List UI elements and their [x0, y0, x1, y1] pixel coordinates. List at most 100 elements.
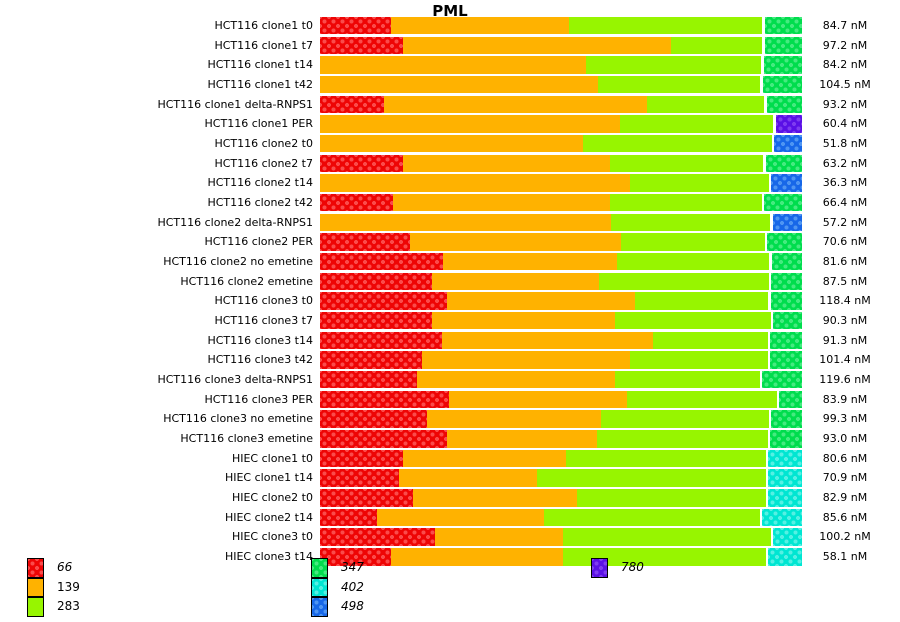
- bar-segment-283: [653, 331, 768, 350]
- stacked-bar: [320, 56, 802, 74]
- row-label: HIEC clone3 t14: [224, 550, 313, 564]
- bar-segment-402: [768, 489, 802, 507]
- bar-segment-139: [399, 469, 537, 487]
- bar-segment-347: [772, 253, 802, 271]
- bar-segment-283: [610, 194, 762, 212]
- stacked-bar: [320, 528, 802, 546]
- row-label: HCT116 clone3 t42: [207, 353, 313, 367]
- bar-segment-139: [384, 95, 647, 114]
- legend-label-283: 283: [57, 599, 80, 613]
- bar-segment-283: [544, 508, 760, 527]
- bar-segment-283: [601, 410, 769, 428]
- row-label: HCT116 clone3 no emetine: [163, 412, 313, 426]
- row-value: 87.5 nM: [822, 274, 868, 288]
- row-label: HCT116 clone2 delta-RNPS1: [157, 215, 313, 229]
- stacked-bar: [320, 76, 802, 94]
- bar-segment-66: [320, 17, 391, 35]
- stacked-bar: [320, 174, 802, 192]
- row-label: HIEC clone1 t0: [231, 451, 313, 465]
- row-value: 118.4 nM: [819, 294, 871, 308]
- row-value: 104.5 nM: [819, 78, 871, 92]
- bar-segment-66: [320, 253, 443, 271]
- bar-segment-66: [320, 489, 413, 507]
- bar-segment-66: [320, 36, 403, 55]
- chart-row: HCT116 clone3 t14 91.3 nM: [0, 331, 900, 352]
- bar-segment-283: [620, 115, 773, 133]
- bar-segment-66: [320, 410, 427, 428]
- bar-segment-139: [377, 508, 544, 527]
- row-label: HCT116 clone1 t42: [207, 78, 313, 92]
- bar-segment-66: [320, 292, 447, 310]
- chart-row: HCT116 clone1 PER 60.4 nM: [0, 115, 900, 135]
- row-value: 101.4 nM: [819, 353, 871, 367]
- stacked-bar: [320, 115, 802, 133]
- chart-row: HIEC clone3 t0 100.2 nM: [0, 528, 900, 548]
- row-label: HCT116 clone2 no emetine: [163, 255, 313, 269]
- row-value: 80.6 nM: [822, 451, 868, 465]
- bar-segment-139: [413, 489, 577, 507]
- bar-segment-283: [617, 253, 769, 271]
- bar-segment-347: [770, 430, 802, 448]
- chart-row: HIEC clone2 t14 85.6 nM: [0, 508, 900, 529]
- chart-row: HCT116 clone2 PER 70.6 nM: [0, 233, 900, 253]
- bar-segment-66: [320, 154, 403, 173]
- bar-segment-283: [671, 36, 762, 55]
- stacked-bar: [320, 410, 802, 428]
- row-label: HCT116 clone2 t7: [214, 156, 313, 170]
- bar-segment-139: [391, 548, 563, 566]
- bar-segment-139: [320, 56, 586, 74]
- bar-segment-139: [393, 194, 610, 212]
- row-value: 93.2 nM: [822, 97, 868, 111]
- bar-segment-139: [427, 410, 601, 428]
- bar-segment-283: [630, 174, 769, 192]
- row-value: 83.9 nM: [822, 392, 868, 406]
- chart-row: HCT116 clone3 PER 83.9 nM: [0, 390, 900, 411]
- stacked-bar: [320, 489, 802, 507]
- chart-row: HCT116 clone3 delta-RNPS1 119.6 nM: [0, 371, 900, 391]
- bar-segment-283: [611, 213, 770, 232]
- bar-segment-139: [410, 233, 621, 251]
- row-value: 91.3 nM: [822, 333, 868, 347]
- bar-segment-347: [765, 36, 802, 55]
- bar-segment-66: [320, 508, 377, 527]
- chart-row: HIEC clone2 t0 82.9 nM: [0, 489, 900, 509]
- bar-segment-347: [767, 233, 802, 251]
- legend-swatch-498: [311, 597, 328, 617]
- chart-row: HCT116 clone2 emetine 87.5 nM: [0, 272, 900, 293]
- bar-segment-66: [320, 95, 384, 114]
- bar-segment-283: [537, 469, 766, 487]
- row-value: 93.0 nM: [822, 432, 868, 446]
- bar-segment-347: [770, 331, 802, 350]
- stacked-bar: [320, 371, 802, 389]
- chart-row: HCT116 clone1 t7 97.2 nM: [0, 36, 900, 57]
- row-value: 99.3 nM: [822, 412, 868, 426]
- bar-segment-66: [320, 194, 393, 212]
- legend-item-402: 402: [311, 577, 364, 597]
- bar-segment-139: [320, 213, 611, 232]
- row-label: HIEC clone3 t0: [231, 530, 313, 544]
- stacked-bar: [320, 548, 802, 566]
- chart-title: PML: [432, 2, 468, 20]
- legend-item-498: 498: [311, 597, 364, 617]
- bar-segment-66: [320, 312, 432, 330]
- row-label: HIEC clone1 t14: [224, 471, 313, 485]
- chart-row: HCT116 clone3 t7 90.3 nM: [0, 312, 900, 332]
- row-value: 60.4 nM: [822, 117, 868, 131]
- bar-segment-139: [417, 371, 615, 389]
- bar-segment-283: [599, 272, 769, 291]
- chart-row: HCT116 clone1 delta-RNPS1 93.2 nM: [0, 95, 900, 116]
- bar-segment-139: [447, 292, 635, 310]
- bar-segment-66: [320, 233, 410, 251]
- bar-segment-283: [586, 56, 761, 74]
- row-value: 81.6 nM: [822, 255, 868, 269]
- row-label: HCT116 clone3 t14: [207, 333, 313, 347]
- row-label: HCT116 clone2 t14: [207, 176, 313, 190]
- row-label: HCT116 clone1 t0: [214, 19, 313, 32]
- bar-segment-347: [771, 272, 802, 291]
- row-label: HCT116 clone3 delta-RNPS1: [157, 373, 313, 387]
- row-label: HCT116 clone1 t14: [207, 58, 313, 72]
- chart-row: HCT116 clone2 no emetine 81.6 nM: [0, 253, 900, 273]
- row-value: 66.4 nM: [822, 196, 868, 210]
- legend-item-283: 283: [27, 597, 80, 617]
